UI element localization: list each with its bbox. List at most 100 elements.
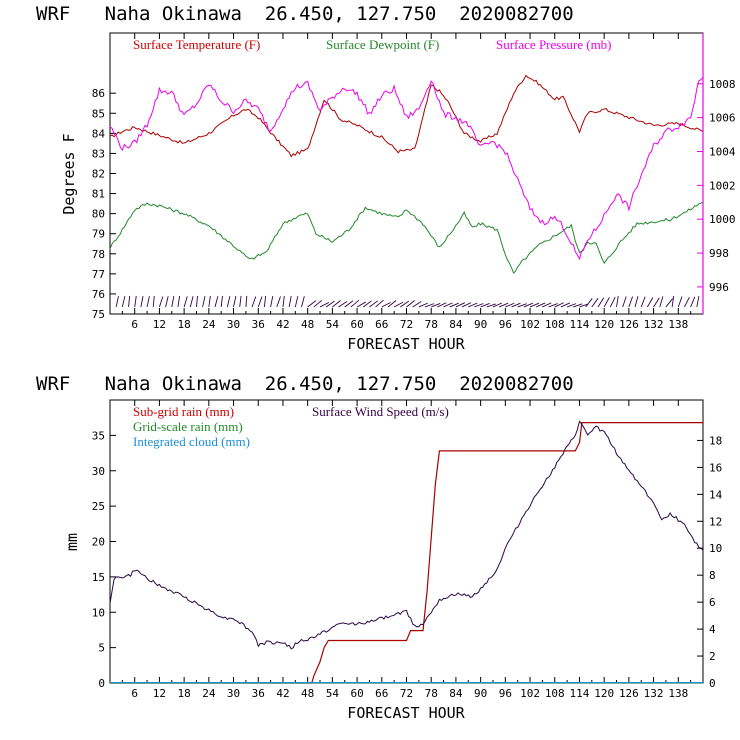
wind-barb (529, 302, 540, 308)
wind-barb (282, 295, 285, 308)
wind-barb (554, 302, 564, 308)
x-tick-label: 48 (301, 318, 314, 331)
wind-barb (560, 302, 571, 308)
wind-barb (177, 295, 181, 308)
wind-barb (511, 302, 521, 308)
wind-barb (653, 297, 660, 308)
wind-barb (362, 300, 372, 308)
wind-barb (573, 303, 583, 308)
y2-tick-label: 4 (709, 623, 716, 636)
x-tick-label: 126 (619, 318, 639, 331)
x-tick-label: 30 (227, 318, 240, 331)
wind-barb (634, 296, 639, 308)
chart1-y-axis-label: Degrees F (60, 133, 78, 214)
chart1-legend-temperature: Surface Temperature (F) (133, 37, 260, 52)
x-tick-label: 24 (202, 687, 216, 700)
y-tick-label: 79 (92, 228, 105, 241)
chart1-x-ticks: 6 12 18 24 30 36 42 48 54 60 66 72 78 84 90 96 102 108 114… (121, 33, 692, 331)
y-tick-label: 30 (92, 465, 105, 478)
wind-barb (449, 302, 459, 308)
wind-barb (622, 296, 627, 308)
wind-barb (505, 302, 515, 308)
wind-barb (276, 296, 281, 308)
wind-barb (677, 296, 683, 308)
x-tick-label: 54 (326, 687, 340, 700)
y2-tick-label: 14 (709, 488, 723, 501)
wind-barb (115, 296, 119, 308)
x-tick-label: 60 (350, 687, 363, 700)
wind-barb (128, 295, 131, 308)
wind-barb (294, 296, 299, 308)
y2-tick-label: 1008 (709, 78, 736, 91)
series-line-surface-temperature-f (109, 74, 704, 158)
wind-barb (270, 296, 274, 308)
x-tick-label: 114 (570, 318, 590, 331)
wind-barb (443, 302, 453, 308)
wind-barb (387, 300, 397, 308)
x-tick-label: 6 (131, 318, 138, 331)
y2-tick-label: 8 (709, 569, 716, 582)
y-tick-label: 82 (92, 168, 105, 181)
wind-barbs (115, 295, 700, 308)
wind-barb (498, 302, 509, 308)
x-tick-label: 78 (425, 318, 438, 331)
wind-barb (171, 295, 175, 308)
x-tick-label: 42 (276, 318, 289, 331)
x-tick-label: 96 (499, 318, 512, 331)
wind-barb (152, 295, 155, 308)
wind-barb (344, 300, 354, 308)
wind-barb (437, 302, 447, 308)
y-tick-label: 77 (92, 268, 105, 281)
y-tick-label: 78 (92, 248, 105, 261)
x-tick-label: 66 (375, 687, 388, 700)
wind-barb (468, 302, 478, 308)
y2-tick-label: 12 (709, 515, 722, 528)
wind-barb (542, 302, 552, 308)
wind-barb (319, 302, 330, 308)
wind-barb (431, 303, 441, 308)
chart1-frame (109, 32, 704, 315)
wind-barb (696, 296, 700, 308)
x-tick-label: 138 (668, 687, 688, 700)
rain-wind-chart: WRF Naha Okinawa 26.450, 127.750 2020082… (36, 373, 723, 722)
y-tick-label: 75 (92, 308, 105, 321)
chart1-x-axis-label: FORECAST HOUR (347, 335, 465, 353)
wind-barb (338, 300, 348, 308)
wind-barb (400, 300, 410, 308)
y2-tick-label: 0 (709, 677, 716, 690)
wind-barb (165, 296, 169, 308)
x-tick-label: 138 (668, 318, 688, 331)
chart1-legend-pressure: Surface Pressure (mb) (496, 37, 612, 52)
x-tick-label: 84 (449, 687, 463, 700)
wind-barb (597, 297, 605, 308)
wind-barb (640, 296, 646, 308)
wind-barb (350, 299, 360, 308)
wind-barb (690, 296, 696, 308)
wind-barb (251, 296, 257, 308)
y2-tick-label: 1006 (709, 112, 736, 125)
chart1-series (109, 74, 704, 274)
wind-barb (671, 295, 675, 308)
chart2-legend-gridscale-rain: Grid-scale rain (mm) (133, 419, 243, 434)
wind-barb (288, 295, 292, 308)
wind-barb (616, 295, 619, 308)
y2-tick-label: 2 (709, 650, 716, 663)
wind-barb (313, 299, 323, 308)
y-tick-label: 85 (92, 107, 105, 120)
wind-barb (486, 303, 496, 308)
x-tick-label: 102 (520, 687, 540, 700)
y2-tick-label: 16 (709, 461, 722, 474)
y2-tick-label: 1002 (709, 179, 736, 192)
x-tick-label: 30 (227, 687, 240, 700)
wind-barb (301, 296, 305, 308)
x-tick-label: 96 (499, 687, 512, 700)
y-tick-label: 76 (92, 288, 105, 301)
x-tick-label: 12 (153, 318, 166, 331)
wind-barb (474, 303, 484, 308)
wind-barb (381, 301, 391, 308)
series-line-surface-dewpoint-f (109, 201, 704, 274)
series-line-sub-grid-rain-mm (110, 422, 703, 684)
chart1-legend-dewpoint: Surface Dewpoint (F) (326, 37, 439, 52)
y-tick-label: 10 (92, 606, 105, 619)
